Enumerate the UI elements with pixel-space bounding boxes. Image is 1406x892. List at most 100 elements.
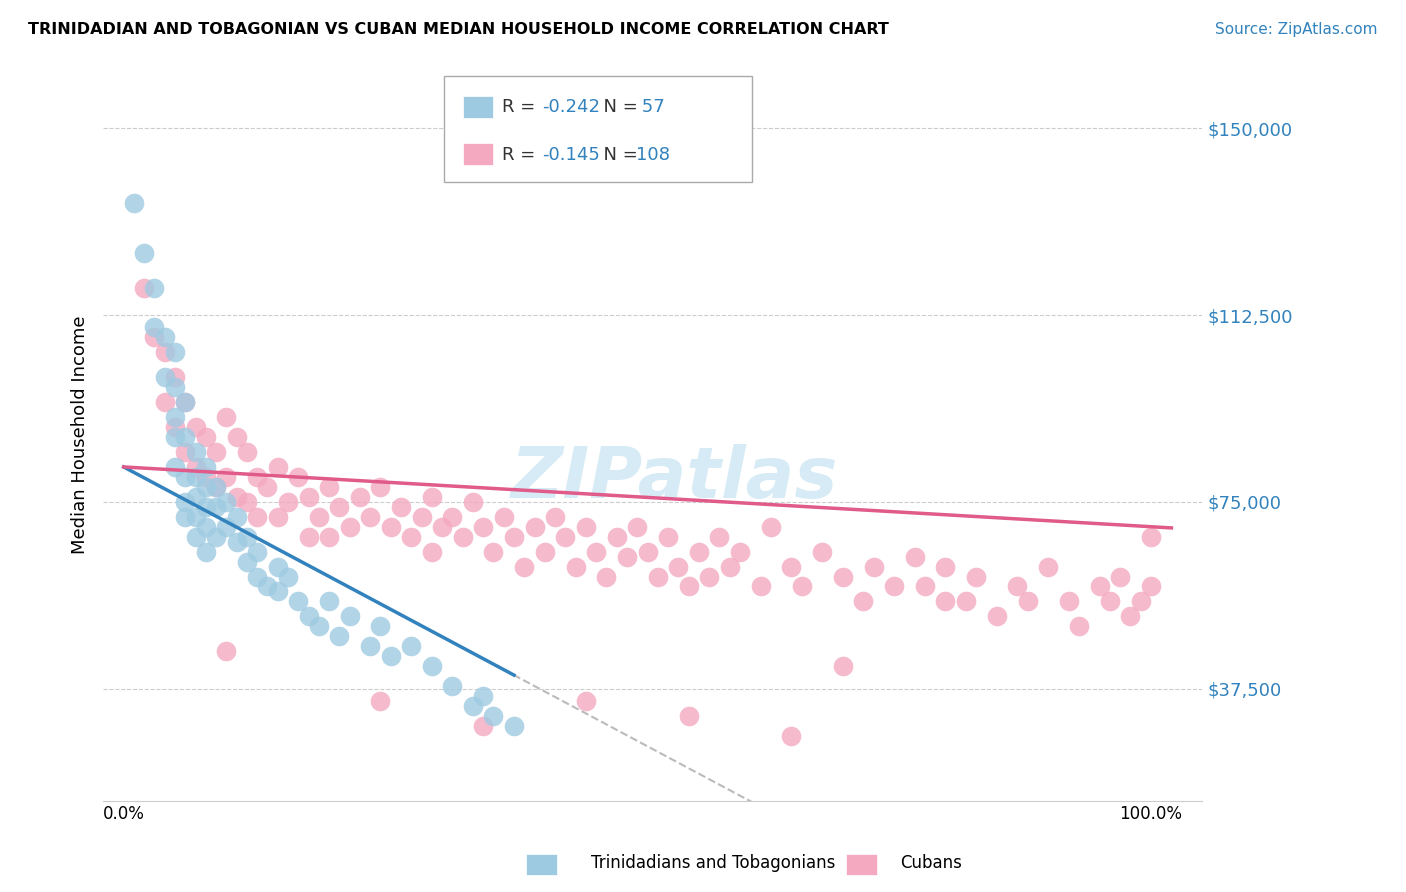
- Point: [380, 649, 402, 664]
- Text: -0.242: -0.242: [541, 98, 600, 116]
- Point: [544, 509, 567, 524]
- Point: [585, 544, 607, 558]
- Point: [205, 445, 228, 459]
- Point: [678, 709, 700, 723]
- Bar: [463, 95, 494, 118]
- Point: [246, 569, 269, 583]
- Point: [297, 609, 319, 624]
- Point: [246, 509, 269, 524]
- Point: [277, 495, 299, 509]
- Point: [472, 719, 495, 733]
- Point: [215, 644, 238, 658]
- Point: [318, 594, 340, 608]
- Point: [225, 490, 247, 504]
- Point: [236, 445, 259, 459]
- Text: Cubans: Cubans: [900, 855, 962, 872]
- Point: [370, 480, 392, 494]
- Point: [430, 519, 453, 533]
- Point: [759, 519, 782, 533]
- Point: [194, 470, 217, 484]
- Point: [153, 395, 176, 409]
- Point: [461, 495, 484, 509]
- Point: [370, 619, 392, 633]
- Point: [184, 445, 207, 459]
- Point: [359, 509, 381, 524]
- Point: [1036, 559, 1059, 574]
- Point: [143, 320, 166, 334]
- Point: [349, 490, 371, 504]
- Point: [205, 480, 228, 494]
- Point: [1140, 579, 1163, 593]
- Point: [184, 420, 207, 434]
- Point: [666, 559, 689, 574]
- Point: [194, 519, 217, 533]
- Point: [143, 280, 166, 294]
- Point: [780, 729, 803, 743]
- Point: [389, 500, 412, 514]
- Point: [215, 495, 238, 509]
- Point: [174, 395, 197, 409]
- Point: [472, 519, 495, 533]
- Text: Trinidadians and Tobagonians: Trinidadians and Tobagonians: [591, 855, 835, 872]
- Point: [287, 594, 309, 608]
- Point: [174, 495, 197, 509]
- Point: [163, 420, 186, 434]
- Point: [143, 330, 166, 344]
- Point: [163, 380, 186, 394]
- Point: [318, 480, 340, 494]
- Point: [883, 579, 905, 593]
- Text: Source: ZipAtlas.com: Source: ZipAtlas.com: [1215, 22, 1378, 37]
- Point: [267, 459, 290, 474]
- Point: [955, 594, 977, 608]
- Point: [267, 559, 290, 574]
- Point: [174, 445, 197, 459]
- Point: [914, 579, 936, 593]
- Point: [194, 480, 217, 494]
- Point: [174, 430, 197, 444]
- Point: [246, 470, 269, 484]
- Point: [904, 549, 927, 564]
- Point: [339, 609, 361, 624]
- Point: [134, 245, 156, 260]
- Point: [420, 490, 443, 504]
- Point: [153, 345, 176, 359]
- Point: [728, 544, 751, 558]
- Text: N =: N =: [592, 98, 644, 116]
- Point: [780, 559, 803, 574]
- Point: [184, 509, 207, 524]
- Point: [215, 519, 238, 533]
- Point: [709, 530, 731, 544]
- Point: [1057, 594, 1080, 608]
- Point: [215, 410, 238, 425]
- Point: [616, 549, 638, 564]
- Point: [287, 470, 309, 484]
- Point: [308, 619, 330, 633]
- Point: [647, 569, 669, 583]
- Point: [339, 519, 361, 533]
- Point: [1119, 609, 1142, 624]
- FancyBboxPatch shape: [444, 76, 752, 182]
- Point: [163, 459, 186, 474]
- Point: [472, 689, 495, 703]
- Point: [225, 534, 247, 549]
- Point: [718, 559, 741, 574]
- Point: [163, 370, 186, 384]
- Point: [277, 569, 299, 583]
- Text: N =: N =: [592, 146, 644, 164]
- Text: 108: 108: [636, 146, 671, 164]
- Point: [225, 509, 247, 524]
- Point: [1098, 594, 1121, 608]
- Point: [697, 569, 720, 583]
- Point: [401, 530, 423, 544]
- Text: TRINIDADIAN AND TOBAGONIAN VS CUBAN MEDIAN HOUSEHOLD INCOME CORRELATION CHART: TRINIDADIAN AND TOBAGONIAN VS CUBAN MEDI…: [28, 22, 889, 37]
- Point: [1140, 530, 1163, 544]
- Y-axis label: Median Household Income: Median Household Income: [72, 315, 89, 554]
- Point: [513, 559, 536, 574]
- Point: [297, 530, 319, 544]
- Point: [267, 509, 290, 524]
- Point: [267, 584, 290, 599]
- Point: [482, 709, 505, 723]
- Point: [153, 330, 176, 344]
- Point: [533, 544, 555, 558]
- Point: [328, 500, 350, 514]
